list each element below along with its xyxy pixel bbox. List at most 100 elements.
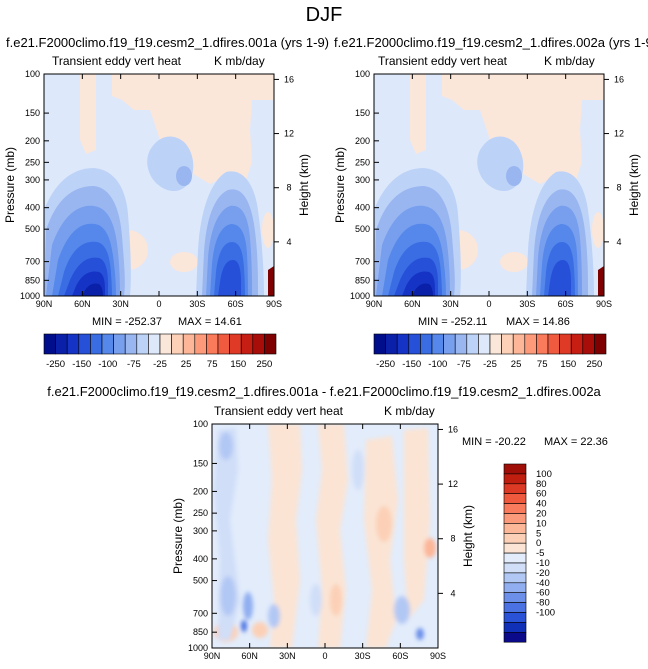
colorbar-2-label: -75 — [457, 359, 471, 370]
panel-2-ylabel: Pressure (mb) — [333, 147, 347, 223]
panel-2-height-tick-label: 12 — [614, 129, 624, 139]
colorbar-2-swatch — [408, 333, 421, 355]
panel-2-ytick-label: 850 — [355, 275, 370, 285]
colorbar-3-label: 5 — [536, 528, 541, 539]
panel-1-right-label: K mb/day — [214, 54, 265, 68]
colorbar-2-swatch — [443, 333, 456, 355]
panel-2-xtick-label: 30N — [442, 299, 459, 309]
panel-1-xtick-label: 30N — [112, 299, 129, 309]
colorbar-1-label: 150 — [230, 359, 246, 370]
panel-3-max-label: MAX = 22.36 — [544, 436, 608, 448]
panel-2-ytick-label: 500 — [355, 224, 370, 234]
colorbar-3-label: -10 — [536, 558, 550, 569]
panel-2-ytick-label: 150 — [355, 108, 370, 118]
colorbar-2-swatch — [547, 333, 560, 355]
colorbar-2-swatch — [594, 333, 607, 355]
panel-3-ytick-label: 850 — [193, 627, 208, 637]
panel-3-xtick-label: 60N — [241, 651, 258, 661]
colorbar-2-swatch — [489, 333, 502, 355]
colorbar-1-swatch — [136, 333, 149, 355]
panel-2-xtick-label: 90N — [366, 299, 383, 309]
colorbar-3-swatch — [503, 602, 527, 613]
colorbar-1-label: -150 — [72, 359, 91, 370]
colorbar-2-swatch — [582, 333, 595, 355]
colorbar-2-label: 250 — [586, 359, 602, 370]
panel-2-ytick-label: 1000 — [350, 291, 370, 301]
panel-3-height-tick-label: 12 — [448, 479, 458, 489]
colorbar-1-swatch — [43, 333, 56, 355]
colorbar-1-swatch — [194, 333, 207, 355]
colorbar-3-label: 20 — [536, 509, 547, 520]
colorbar-3-swatch — [503, 493, 527, 504]
colorbar-2-label: 150 — [560, 359, 576, 370]
colorbar-1-label: -25 — [153, 359, 167, 370]
colorbar-2-swatch — [524, 333, 537, 355]
panel-3-height-tick-label: 4 — [450, 588, 455, 598]
colorbar-2-swatch — [420, 333, 433, 355]
colorbar-3-swatch — [503, 552, 527, 564]
panel-1-xtick-label: 90S — [266, 299, 282, 309]
colorbar-1-swatch — [101, 333, 114, 355]
panel-2-ytick-label: 700 — [355, 257, 370, 267]
colorbar-2-swatch — [385, 333, 398, 355]
colorbar-3-label: -80 — [536, 598, 550, 609]
panel-3-xtick-label: 60S — [392, 651, 408, 661]
panel-3-right-label: K mb/day — [384, 404, 435, 418]
panel-3-contours — [214, 424, 436, 648]
page-title: DJF — [305, 4, 343, 26]
panel-1-ytick-label: 250 — [25, 157, 40, 167]
colorbar-3-swatch — [503, 513, 527, 524]
colorbar-1-swatch — [206, 333, 219, 355]
colorbar-1-swatch — [124, 333, 138, 355]
panel-1-ytick-label: 850 — [25, 275, 40, 285]
colorbar-1-swatch — [55, 333, 68, 355]
panel-1-xtick-label: 90N — [36, 299, 53, 309]
panel-1-xtick-label: 0 — [156, 299, 161, 309]
colorbar-1-swatch — [240, 333, 254, 355]
panel-1-ylabel: Pressure (mb) — [3, 147, 17, 223]
colorbar-3-label: -5 — [536, 548, 544, 559]
colorbar-3-label: 80 — [536, 479, 547, 490]
colorbar-2-swatch — [478, 333, 491, 355]
colorbar-3-label: 100 — [536, 469, 552, 480]
panel-3-xtick-label: 30N — [279, 651, 296, 661]
panel-2-height-tick-label: 4 — [616, 237, 621, 247]
panel-1-ytick-label: 500 — [25, 224, 40, 234]
colorbar-1-swatch — [264, 333, 277, 355]
panel-1-max-label: MAX = 14.61 — [178, 316, 242, 328]
colorbar-1-label: -100 — [98, 359, 117, 370]
panel-2-ytick-label: 300 — [355, 175, 370, 185]
colorbar-1-label: -250 — [46, 359, 65, 370]
colorbar-1-swatch — [159, 333, 172, 355]
panel-3-xtick-label: 90S — [430, 651, 446, 661]
panel-3-height-tick-label: 8 — [450, 534, 455, 544]
colorbar-2-swatch — [466, 333, 479, 355]
colorbar-1-label: -75 — [127, 359, 141, 370]
colorbar-1-swatch — [182, 333, 196, 355]
panel-2-title: f.e21.F2000climo.f19_f19.cesm2_1.dfires.… — [334, 35, 648, 50]
panel-2-height-tick-label: 16 — [614, 74, 624, 84]
panel-2 — [373, 73, 605, 297]
panel-2-height-tick-label: 8 — [616, 183, 621, 193]
panel-3 — [211, 423, 439, 649]
panel-1-xtick-label: 60N — [74, 299, 91, 309]
panel-1-ytick-label: 400 — [25, 203, 40, 213]
colorbar-1-swatch — [113, 333, 126, 355]
colorbar-2-label: 25 — [511, 359, 522, 370]
colorbar-3-swatch — [503, 631, 527, 643]
colorbar-3-swatch — [503, 503, 527, 514]
colorbar-1-swatch — [90, 333, 103, 355]
panel-2-xtick-label: 60S — [558, 299, 574, 309]
colorbar-3-swatch — [503, 473, 527, 485]
panel-3-xtick-label: 30S — [355, 651, 371, 661]
colorbar-2-swatch — [570, 333, 584, 355]
colorbar-2-swatch — [431, 333, 444, 355]
colorbar-2-swatch — [373, 333, 386, 355]
colorbar-3-swatch — [503, 463, 527, 475]
colorbar-3-swatch — [503, 592, 527, 603]
panel-2-ytick-label: 250 — [355, 157, 370, 167]
panel-1-height-tick-label: 12 — [284, 129, 294, 139]
colorbar-3-label: -100 — [536, 608, 555, 619]
colorbar-1-swatch — [217, 333, 230, 355]
